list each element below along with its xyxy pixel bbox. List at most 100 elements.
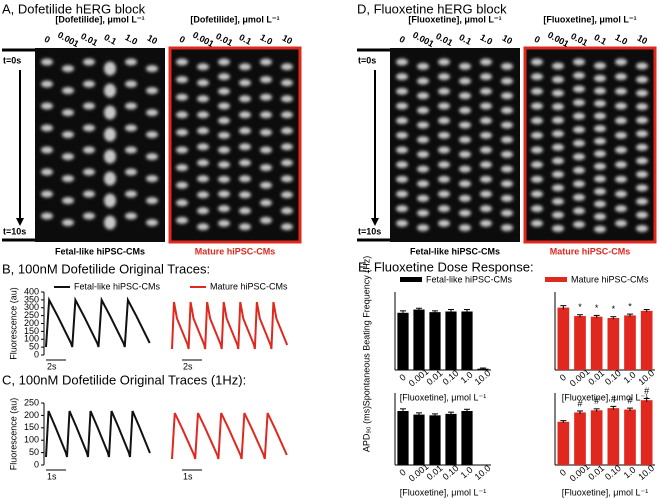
beat — [501, 165, 513, 173]
beat — [636, 103, 648, 111]
beat — [531, 58, 543, 66]
beat — [104, 149, 116, 164]
beat — [281, 143, 293, 151]
beat — [594, 99, 606, 107]
beat — [480, 161, 492, 169]
beat — [417, 62, 429, 70]
beat — [176, 146, 188, 154]
bar — [461, 311, 473, 370]
beat — [615, 205, 627, 213]
beat — [615, 146, 627, 154]
beat — [41, 212, 53, 220]
beat — [125, 80, 137, 88]
beat — [239, 111, 251, 119]
beat — [197, 111, 209, 119]
error-bar — [432, 310, 438, 314]
beat — [41, 146, 53, 154]
beat — [281, 111, 293, 119]
beat — [104, 193, 116, 208]
beat — [146, 109, 158, 117]
beat — [636, 62, 648, 70]
beat — [239, 127, 251, 135]
beat — [480, 87, 492, 95]
x-tick-label: 1.0 — [622, 370, 638, 386]
concentration-label: 0.01 — [434, 31, 454, 48]
beat — [636, 184, 648, 192]
beat — [281, 175, 293, 183]
beat — [594, 162, 606, 170]
t-start: t=0s — [3, 55, 21, 65]
beat — [615, 219, 627, 227]
beat — [218, 58, 230, 66]
error-bar — [577, 314, 583, 318]
x-tick-label: 0.10 — [603, 368, 623, 387]
error-bar — [627, 313, 633, 317]
beat — [480, 190, 492, 198]
beat — [62, 219, 74, 227]
beat — [62, 197, 74, 205]
beat — [531, 87, 543, 95]
concentration-label: 0.001 — [56, 30, 81, 49]
beat — [197, 127, 209, 135]
beat — [615, 73, 627, 81]
beat — [636, 143, 648, 151]
beat — [104, 105, 116, 120]
beat — [636, 225, 648, 233]
bar — [590, 316, 603, 370]
beat — [218, 205, 230, 213]
beat — [176, 111, 188, 119]
trace — [171, 412, 288, 460]
beat — [197, 191, 209, 199]
beat — [501, 194, 513, 202]
concentration-label: 0.1 — [592, 32, 608, 47]
beat — [417, 77, 429, 85]
error-bar — [400, 408, 406, 414]
beat — [552, 225, 564, 233]
x-axis-label: [Fluoxetine], μmol L⁻¹ — [562, 487, 648, 497]
trace — [171, 301, 289, 350]
beat — [615, 131, 627, 139]
beat — [501, 224, 513, 232]
beat — [239, 79, 251, 87]
beat — [417, 150, 429, 158]
beat — [552, 157, 564, 165]
beat — [480, 219, 492, 227]
significance: # — [644, 386, 649, 396]
cell-label: Mature hiPSC-CMs — [195, 246, 276, 256]
beat — [396, 161, 408, 169]
beat — [62, 153, 74, 161]
beat — [396, 102, 408, 110]
beat — [438, 131, 450, 139]
concentration-label: 10 — [146, 33, 160, 47]
beat — [146, 219, 158, 227]
x-tick-label: 0.01 — [586, 368, 606, 387]
error-bar — [416, 412, 422, 417]
legend-label: Mature hiPSC-CMs — [210, 281, 288, 291]
beat — [531, 219, 543, 227]
beat — [83, 168, 95, 176]
beat — [41, 168, 53, 176]
beat — [573, 193, 585, 201]
beat — [239, 63, 251, 71]
beat — [438, 175, 450, 183]
error-bar — [448, 411, 454, 416]
beat — [281, 191, 293, 199]
beat — [459, 77, 471, 85]
beat — [62, 175, 74, 183]
beat — [176, 58, 188, 66]
bar — [574, 412, 586, 465]
bar — [445, 311, 457, 370]
beat — [615, 102, 627, 110]
beat — [438, 87, 450, 95]
beat — [218, 219, 230, 227]
beat — [459, 121, 471, 129]
beat — [501, 77, 513, 85]
beat — [176, 93, 188, 101]
x-axis-label: [Fluoxetine], μmol L⁻¹ — [400, 392, 486, 402]
beat — [636, 197, 648, 205]
beat — [531, 117, 543, 125]
bar — [429, 415, 441, 465]
beat — [62, 131, 74, 139]
beat — [83, 80, 95, 88]
beat — [62, 87, 74, 95]
